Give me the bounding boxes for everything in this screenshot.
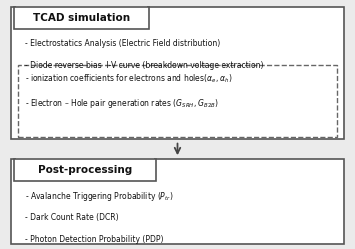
Text: - Electron – Hole pair generation rates ($G_{SRH}$, $G_{B2B}$): - Electron – Hole pair generation rates … (25, 97, 219, 110)
Text: - Electrostatics Analysis (Electric Field distribution): - Electrostatics Analysis (Electric Fiel… (25, 39, 220, 48)
Bar (18, 65, 337, 137)
Bar (16, 158, 154, 161)
Text: - Diode reverse bias  I-V curve (breakdown voltage extraction): - Diode reverse bias I-V curve (breakdow… (25, 61, 263, 70)
Bar (14, 7, 149, 29)
Text: - Dark Count Rate (DCR): - Dark Count Rate (DCR) (25, 213, 119, 222)
Text: Post-processing: Post-processing (38, 165, 132, 175)
Bar (11, 159, 344, 244)
Text: TCAD simulation: TCAD simulation (33, 13, 130, 23)
Text: - Photon Detection Probability (PDP): - Photon Detection Probability (PDP) (25, 235, 163, 244)
Bar (16, 6, 147, 9)
Text: - Avalanche Triggering Probability ($P_{tr}$): - Avalanche Triggering Probability ($P_{… (25, 190, 173, 203)
Text: - ionization coefficients for electrons and holes($\alpha_e$, $\alpha_h$): - ionization coefficients for electrons … (25, 72, 233, 85)
Bar (14, 159, 156, 181)
Bar (11, 7, 344, 139)
